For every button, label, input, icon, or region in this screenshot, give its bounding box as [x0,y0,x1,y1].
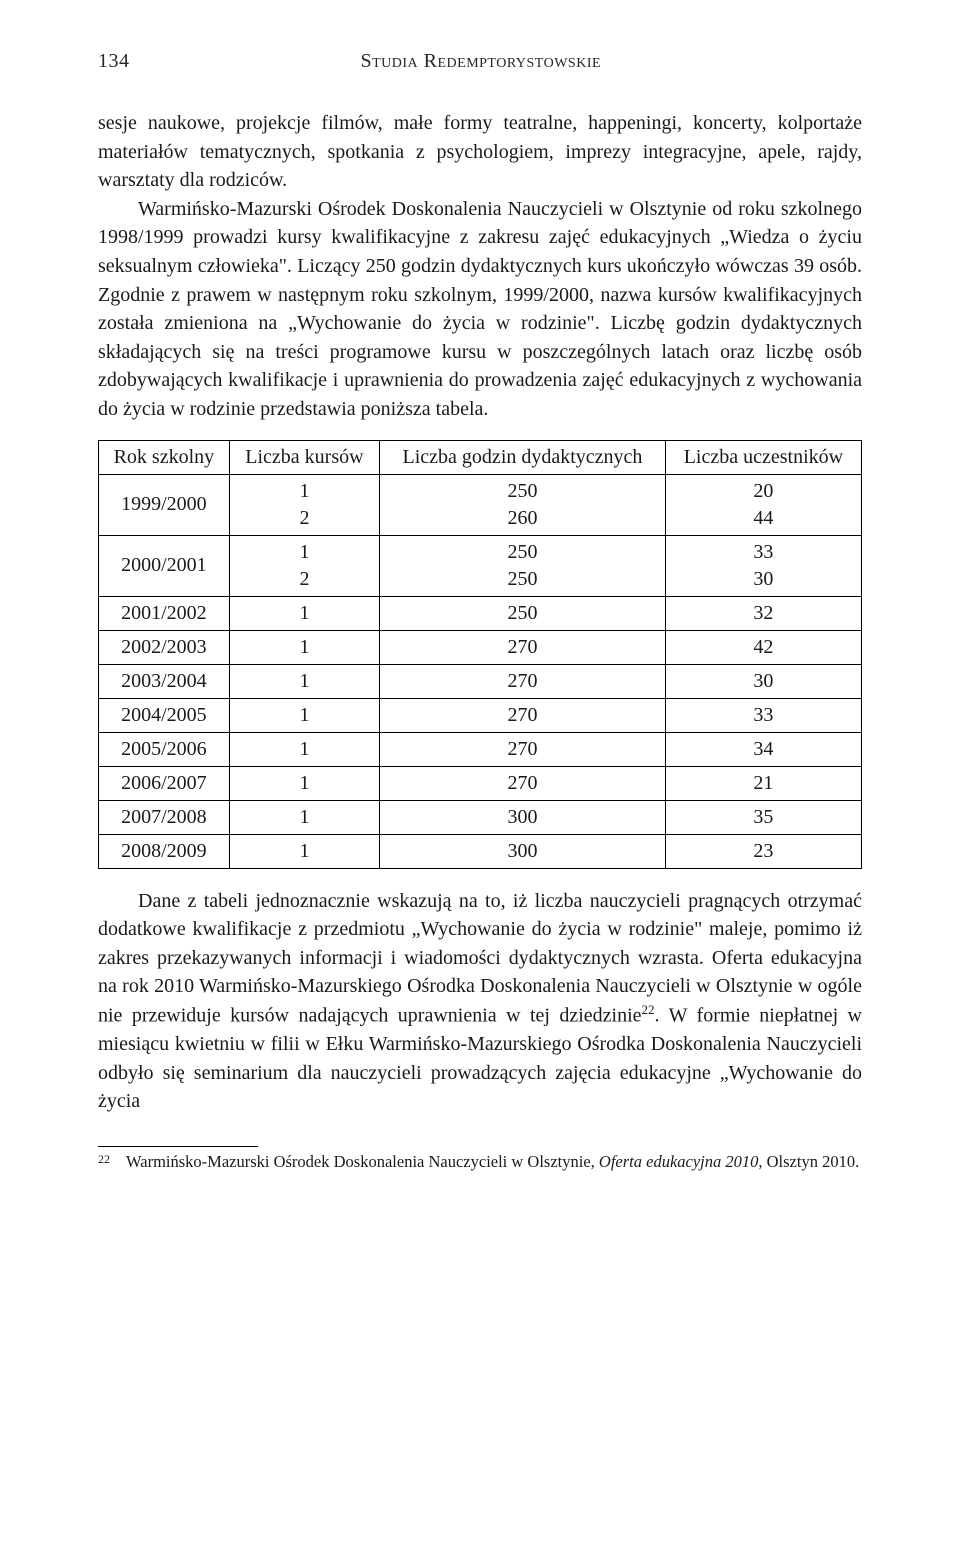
col-courses-header: Liczba kursów [229,440,379,474]
paragraph-2: Warmińsko-Mazurski Ośrodek Doskonalenia … [98,195,862,424]
cell-participants: 2044 [665,474,861,535]
cell-hours: 300 [380,800,666,834]
cell-courses: 12 [229,535,379,596]
footnote-ref-22: 22 [642,1002,655,1017]
cell-hours: 250260 [380,474,666,535]
page-header: 134 Studia Redemptorystowskie [98,50,862,73]
footnote-text-italic: Oferta edukacyjna 2010 [599,1152,758,1171]
table-row: 2008/2009130023 [99,834,862,868]
table-row: 2006/2007127021 [99,766,862,800]
footnote-rule [98,1146,258,1147]
table-row: 2004/2005127033 [99,698,862,732]
cell-courses: 1 [229,630,379,664]
cell-year: 2005/2006 [99,732,230,766]
table-body: 1999/20001225026020442000/20011225025033… [99,474,862,868]
cell-participants: 3330 [665,535,861,596]
cell-year: 1999/2000 [99,474,230,535]
col-year-header: Rok szkolny [99,440,230,474]
cell-hours: 270 [380,766,666,800]
table-row: 1999/2000122502602044 [99,474,862,535]
table-row: 2005/2006127034 [99,732,862,766]
footnote-mark: 22 [98,1151,126,1173]
cell-hours: 270 [380,698,666,732]
running-title: Studia Redemptorystowskie [360,50,601,73]
cell-hours: 270 [380,630,666,664]
cell-courses: 12 [229,474,379,535]
cell-hours: 270 [380,664,666,698]
cell-courses: 1 [229,698,379,732]
cell-participants: 34 [665,732,861,766]
cell-participants: 23 [665,834,861,868]
cell-year: 2004/2005 [99,698,230,732]
paragraph-1: sesje naukowe, projekcje filmów, małe fo… [98,109,862,195]
table-row: 2003/2004127030 [99,664,862,698]
cell-courses: 1 [229,800,379,834]
cell-participants: 42 [665,630,861,664]
page-container: 134 Studia Redemptorystowskie sesje nauk… [0,0,960,1233]
cell-year: 2000/2001 [99,535,230,596]
cell-year: 2007/2008 [99,800,230,834]
cell-courses: 1 [229,766,379,800]
table-row: 2000/2001122502503330 [99,535,862,596]
col-hours-header: Liczba godzin dydaktycznych [380,440,666,474]
cell-participants: 32 [665,596,861,630]
cell-year: 2006/2007 [99,766,230,800]
table-row: 2007/2008130035 [99,800,862,834]
footnote-text: Warmińsko-Mazurski Ośrodek Doskonalenia … [126,1151,862,1173]
cell-courses: 1 [229,596,379,630]
cell-year: 2002/2003 [99,630,230,664]
courses-table: Rok szkolny Liczba kursów Liczba godzin … [98,440,862,869]
table-header-row: Rok szkolny Liczba kursów Liczba godzin … [99,440,862,474]
cell-hours: 300 [380,834,666,868]
cell-participants: 30 [665,664,861,698]
cell-year: 2001/2002 [99,596,230,630]
paragraph-3: Dane z tabeli jednoznacznie wskazują na … [98,887,862,1116]
footnote-text-b: , Olsztyn 2010. [758,1152,859,1171]
cell-year: 2008/2009 [99,834,230,868]
col-participants-header: Liczba uczestników [665,440,861,474]
table-row: 2001/2002125032 [99,596,862,630]
cell-hours: 270 [380,732,666,766]
page-number: 134 [98,50,130,73]
cell-year: 2003/2004 [99,664,230,698]
cell-participants: 33 [665,698,861,732]
footnote-22: 22 Warmińsko-Mazurski Ośrodek Doskonalen… [98,1151,862,1173]
header-spacer [832,50,862,73]
cell-courses: 1 [229,732,379,766]
cell-hours: 250 [380,596,666,630]
table-row: 2002/2003127042 [99,630,862,664]
cell-hours: 250250 [380,535,666,596]
cell-participants: 35 [665,800,861,834]
cell-courses: 1 [229,834,379,868]
cell-courses: 1 [229,664,379,698]
cell-participants: 21 [665,766,861,800]
footnote-text-a: Warmińsko-Mazurski Ośrodek Doskonalenia … [126,1152,599,1171]
